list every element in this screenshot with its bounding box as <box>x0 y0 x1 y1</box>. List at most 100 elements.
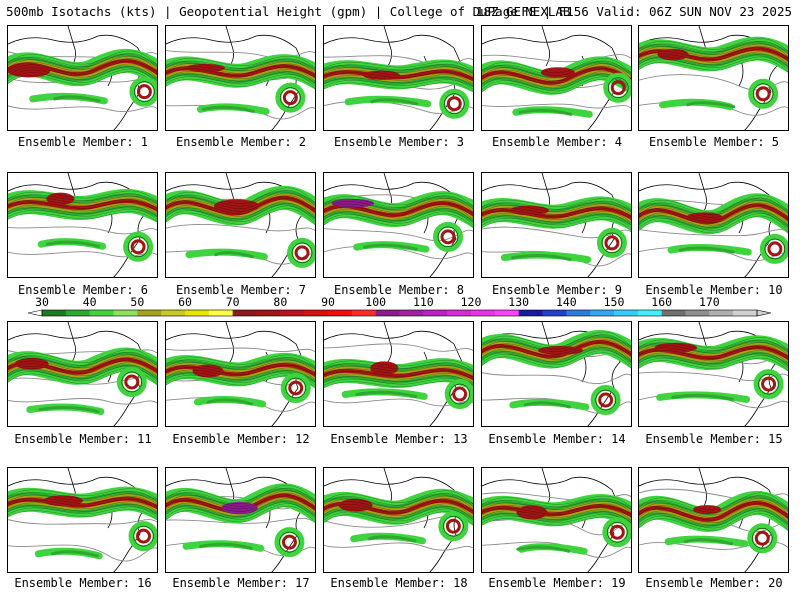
streamline <box>166 74 315 87</box>
streamline <box>324 69 473 80</box>
streamline <box>166 71 315 84</box>
streamline <box>324 71 473 82</box>
southern-jet-core <box>523 401 571 409</box>
cutoff-low <box>753 369 784 400</box>
panel-caption: Ensemble Member: 7 <box>175 283 307 297</box>
streamline <box>166 365 315 378</box>
streamline <box>482 514 631 526</box>
streamline <box>639 344 788 358</box>
streamline <box>639 56 788 70</box>
cutoff-low-contour <box>291 242 313 264</box>
jet-map <box>324 173 473 277</box>
streamline <box>324 375 473 386</box>
cutoff-low-contour <box>437 226 459 248</box>
height-contour <box>639 541 788 550</box>
jet-map <box>166 468 315 572</box>
cutoff-low-contour <box>601 232 623 254</box>
jet-max <box>338 498 373 512</box>
ensemble-panel <box>323 467 474 573</box>
legend-swatch <box>709 310 734 316</box>
jet-map <box>482 468 631 572</box>
legend-swatch <box>280 310 305 316</box>
jet-max <box>192 364 224 378</box>
legend-swatch <box>65 310 90 316</box>
cutoff-low-contour <box>752 528 773 549</box>
cutoff-low <box>439 88 470 119</box>
streamline <box>324 76 473 87</box>
cutoff-low <box>602 517 631 548</box>
jet-map <box>482 26 631 130</box>
southern-jet-core <box>367 535 417 543</box>
cutoff-low-core <box>754 530 770 546</box>
streamline <box>8 195 157 207</box>
streamline <box>324 82 473 93</box>
legend-swatch <box>42 310 67 316</box>
streamline <box>166 61 315 74</box>
legend-swatch <box>614 310 639 316</box>
ensemble-panel <box>7 25 158 131</box>
legend-swatch <box>518 310 543 316</box>
jet-map <box>639 26 788 130</box>
height-contour <box>8 226 157 235</box>
cutoff-low-contour <box>121 371 143 393</box>
jet-map <box>166 322 315 426</box>
legend-swatch <box>447 310 472 316</box>
cutoff-low-contour <box>285 377 307 399</box>
streamline <box>482 211 631 223</box>
legend-swatch <box>256 310 281 316</box>
legend-swatch <box>375 310 400 316</box>
jet-map <box>8 322 157 426</box>
streamline <box>166 367 315 380</box>
cutoff-low-core <box>282 90 298 106</box>
streamline <box>639 51 788 65</box>
southern-jet-core <box>50 550 99 558</box>
ensemble-panel <box>165 321 316 427</box>
cutoff-low <box>274 527 305 558</box>
streamline <box>324 365 473 376</box>
streamline <box>639 352 788 366</box>
height-contour <box>8 105 157 113</box>
ensemble-panel <box>481 321 632 427</box>
panel-caption: Ensemble Member: 5 <box>648 135 780 149</box>
cutoff-low-core <box>609 524 625 540</box>
jet-map <box>482 173 631 277</box>
panel-caption: Ensemble Member: 12 <box>172 432 310 446</box>
height-contour <box>324 542 473 551</box>
cutoff-low-contour <box>758 373 779 395</box>
streamline <box>482 203 631 215</box>
cutoff-low-contour <box>133 525 154 547</box>
streamline <box>166 354 315 367</box>
cutoff-low <box>759 233 788 264</box>
streamline <box>639 54 788 68</box>
cutoff-low-core <box>767 241 783 257</box>
southern-jet-core <box>671 393 734 401</box>
cutoff-low <box>747 523 778 554</box>
streamline <box>324 360 473 370</box>
southern-jet-core <box>678 246 735 254</box>
jet-max <box>686 212 723 223</box>
ensemble-panel <box>7 172 158 278</box>
streamline <box>8 496 157 507</box>
jet-map <box>324 468 473 572</box>
legend-swatch <box>328 310 353 316</box>
height-contour <box>8 519 157 525</box>
ensemble-panel <box>481 25 632 131</box>
streamline <box>324 490 473 505</box>
streamline <box>8 198 157 210</box>
cutoff-low <box>129 76 157 107</box>
streamline <box>324 66 473 77</box>
legend-left-arrow <box>27 309 43 317</box>
height-contour <box>8 544 157 562</box>
height-contour <box>324 228 473 241</box>
panel-caption: Ensemble Member: 2 <box>175 135 307 149</box>
streamline <box>482 198 631 210</box>
streamline <box>639 41 788 55</box>
cutoff-low <box>444 379 473 410</box>
cutoff-low-contour <box>764 238 786 260</box>
cutoff-low <box>287 237 315 268</box>
streamline <box>324 198 473 212</box>
height-contour <box>166 104 315 120</box>
streamline <box>8 488 157 500</box>
streamline <box>166 58 315 71</box>
jet-max <box>654 342 698 353</box>
